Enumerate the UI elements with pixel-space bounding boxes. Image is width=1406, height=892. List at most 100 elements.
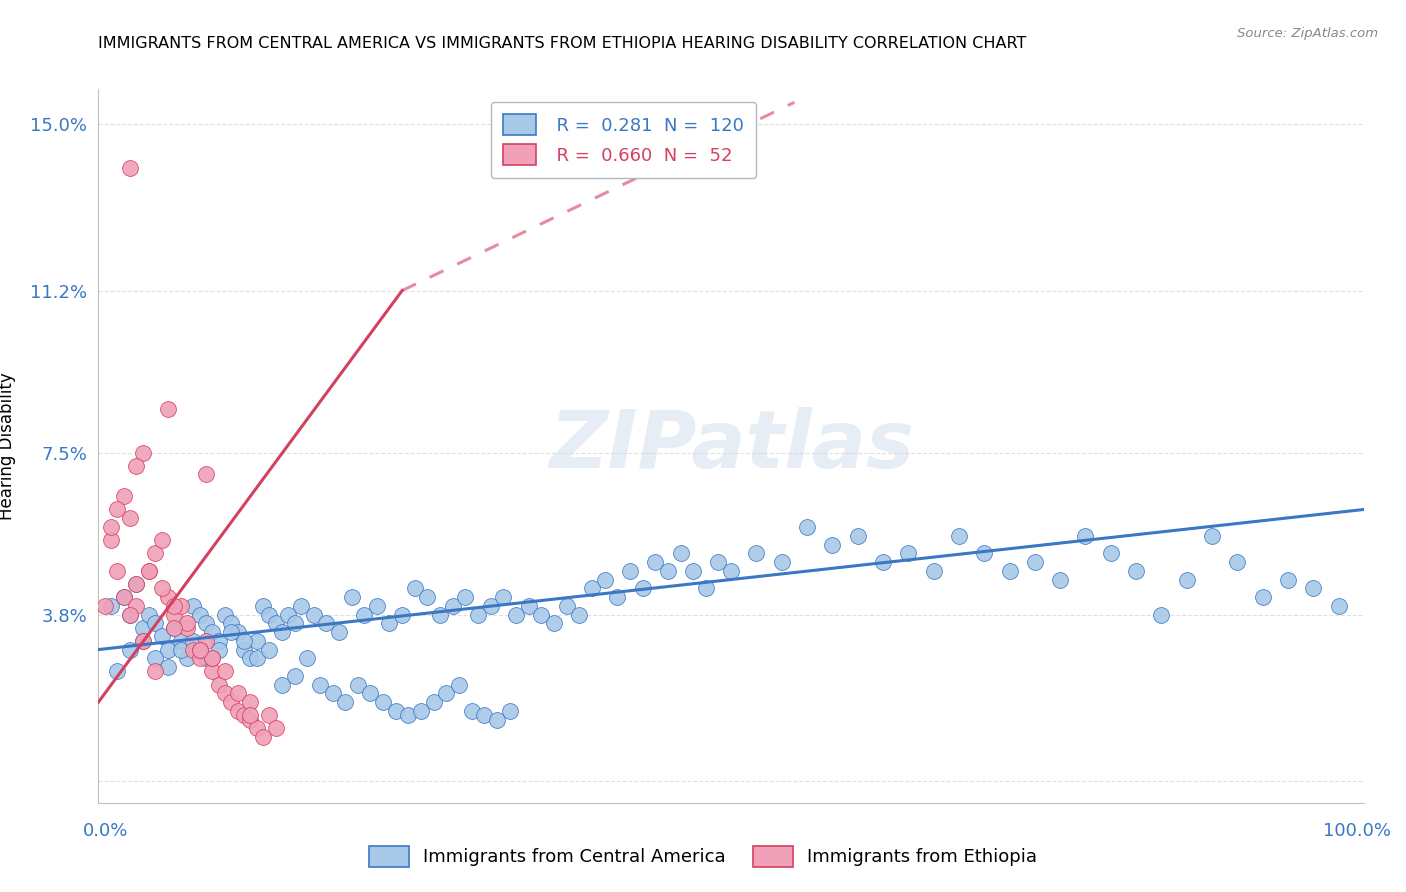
Point: [132, 633, 155, 648]
Point: [246, 651, 269, 665]
Point: [669, 546, 692, 560]
Point: [1327, 599, 1350, 613]
Point: [188, 651, 211, 665]
Point: [138, 564, 160, 578]
Point: [328, 625, 350, 640]
Point: [188, 607, 211, 622]
Point: [315, 616, 337, 631]
Point: [100, 599, 122, 613]
Point: [226, 686, 249, 700]
Point: [297, 651, 319, 665]
Point: [112, 590, 135, 604]
Point: [132, 621, 155, 635]
Point: [360, 686, 382, 700]
Point: [436, 686, 458, 700]
Y-axis label: Hearing Disability: Hearing Disability: [0, 372, 17, 520]
Point: [695, 582, 717, 596]
Point: [239, 695, 262, 709]
Point: [1074, 529, 1097, 543]
Point: [1175, 573, 1198, 587]
Point: [492, 590, 515, 604]
Point: [163, 607, 186, 622]
Legend: Immigrants from Central America, Immigrants from Ethiopia: Immigrants from Central America, Immigra…: [361, 838, 1045, 874]
Point: [309, 677, 332, 691]
Point: [581, 582, 603, 596]
Point: [219, 695, 243, 709]
Point: [770, 555, 793, 569]
Point: [138, 564, 160, 578]
Point: [391, 607, 413, 622]
Text: ZIPatlas: ZIPatlas: [548, 407, 914, 485]
Point: [1024, 555, 1046, 569]
Point: [543, 616, 565, 631]
Point: [219, 616, 243, 631]
Point: [479, 599, 502, 613]
Point: [120, 511, 141, 525]
Point: [631, 582, 654, 596]
Point: [157, 642, 180, 657]
Point: [682, 564, 704, 578]
Point: [226, 704, 249, 718]
Point: [233, 642, 256, 657]
Point: [346, 677, 368, 691]
Point: [290, 599, 312, 613]
Point: [125, 599, 148, 613]
Point: [366, 599, 388, 613]
Point: [100, 533, 122, 548]
Point: [112, 489, 135, 503]
Point: [176, 621, 198, 635]
Point: [194, 467, 218, 482]
Point: [201, 651, 224, 665]
Point: [429, 607, 451, 622]
Point: [259, 642, 281, 657]
Point: [150, 533, 173, 548]
Point: [246, 722, 269, 736]
Point: [555, 599, 578, 613]
Point: [246, 633, 269, 648]
Point: [385, 704, 408, 718]
Point: [606, 590, 628, 604]
Point: [707, 555, 730, 569]
Point: [644, 555, 666, 569]
Point: [720, 564, 742, 578]
Point: [922, 564, 945, 578]
Point: [1302, 582, 1324, 596]
Point: [486, 713, 509, 727]
Point: [214, 607, 236, 622]
Point: [371, 695, 394, 709]
Point: [821, 537, 844, 551]
Point: [252, 730, 274, 744]
Point: [125, 458, 148, 473]
Point: [472, 708, 495, 723]
Point: [150, 629, 173, 643]
Point: [252, 599, 274, 613]
Point: [335, 695, 357, 709]
Point: [107, 502, 129, 516]
Point: [226, 625, 249, 640]
Point: [239, 708, 262, 723]
Point: [194, 633, 218, 648]
Point: [897, 546, 920, 560]
Point: [745, 546, 768, 560]
Point: [259, 708, 281, 723]
Point: [214, 665, 236, 679]
Point: [93, 599, 117, 613]
Point: [169, 642, 191, 657]
Point: [157, 660, 180, 674]
Point: [125, 577, 148, 591]
Point: [284, 669, 307, 683]
Point: [568, 607, 591, 622]
Point: [973, 546, 995, 560]
Point: [1251, 590, 1274, 604]
Point: [321, 686, 344, 700]
Point: [157, 590, 180, 604]
Point: [284, 616, 307, 631]
Point: [214, 686, 236, 700]
Point: [183, 599, 205, 613]
Point: [138, 607, 160, 622]
Point: [270, 677, 294, 691]
Point: [125, 577, 148, 591]
Point: [517, 599, 540, 613]
Legend:   R =  0.281  N =  120,   R =  0.660  N =  52: R = 0.281 N = 120, R = 0.660 N = 52: [491, 102, 756, 178]
Point: [163, 599, 186, 613]
